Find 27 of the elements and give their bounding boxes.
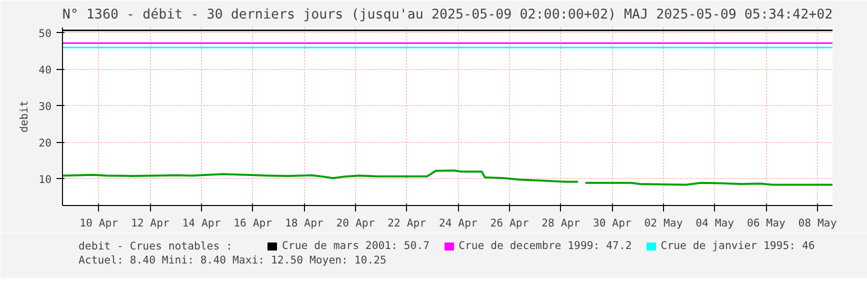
x-tick-label: 10 Apr (80, 216, 119, 230)
x-tick-label: 28 Apr (542, 216, 581, 230)
y-tick-label: 10 (38, 172, 52, 186)
x-tick-label: 14 Apr (182, 216, 222, 230)
y-tick-label: 40 (38, 63, 52, 76)
x-tick-label: 08 May (798, 216, 837, 230)
legend-title: debit - Crues notables : (78, 240, 232, 252)
x-tick-label: 26 Apr (490, 216, 530, 230)
y-tick-label: 20 (38, 136, 52, 150)
legend-label: Crue de mars 2001: 50.7 (282, 239, 430, 252)
x-tick-label: 24 Apr (438, 216, 478, 230)
x-tick-label: 22 Apr (388, 216, 427, 230)
legend-label: Crue de decembre 1999: 47.2 (458, 239, 632, 252)
y-tick-label: 30 (38, 100, 52, 113)
legend-label: Crue de janvier 1995: 46 (660, 239, 815, 252)
text: Actuel: 8.40 Mini: 8.40 Maxi: 12.50 Moyen: 10.25 (78, 254, 386, 266)
x-tick-label: 12 Apr (130, 216, 170, 230)
x-tick-label: 04 May (696, 216, 734, 230)
y-tick-label: 50 (38, 26, 52, 40)
chart-title: N° 1360 - débit - 30 derniers jours (jusqu'au 2025-05-09 02:00:00+02) MAJ 2025-05-09 05:34:42+02 (62, 8, 833, 22)
y-axis-title: debit (18, 100, 31, 133)
x-tick-label: 02 May (644, 216, 683, 230)
x-tick-label: 06 May (746, 216, 786, 230)
x-tick-label: 20 Apr (336, 216, 376, 230)
x-tick-label: 18 Apr (284, 216, 324, 230)
x-tick-label: 16 Apr (234, 216, 273, 230)
x-tick-label: 30 Apr (592, 216, 632, 230)
